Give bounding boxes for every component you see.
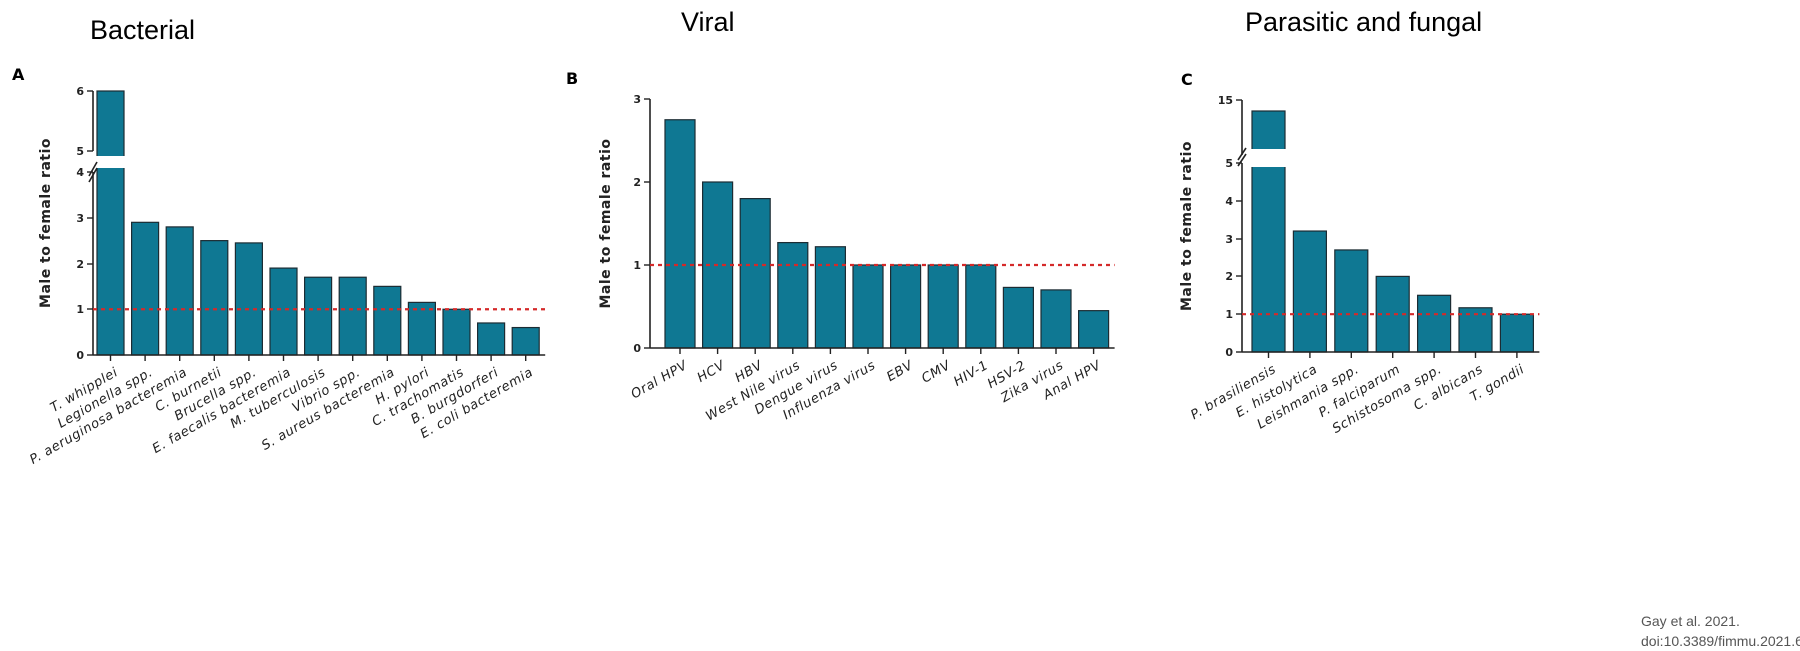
heading-viral: Viral	[681, 7, 735, 37]
panel-a-y-tick-label: 0	[76, 349, 84, 362]
panel-b-bar	[814, 246, 847, 349]
panel-b-y-tick-label: 3	[633, 93, 641, 106]
panel-c-axis-break-mark	[1237, 147, 1247, 161]
panel-a-axis-break-mark	[88, 161, 98, 177]
panel-a-y-tick-label: 5	[76, 145, 84, 158]
heading-parasitic-fungal: Parasitic and fungal	[1245, 7, 1483, 37]
panel-b-bar	[965, 264, 997, 349]
panel-b-bar	[852, 264, 884, 349]
panel-c-y-tick-label: 5	[1225, 157, 1233, 170]
panel-a-bar	[165, 226, 194, 356]
panel-b-bar	[1002, 286, 1035, 349]
panel-a-y-tick-label: 2	[76, 258, 84, 271]
panel-a-bar	[304, 276, 333, 356]
panel-a-bar	[200, 240, 229, 356]
panel-c-bar	[1251, 110, 1286, 353]
panel-a-bar	[234, 242, 263, 356]
panel-c-axis-break-mark	[1237, 153, 1247, 167]
citation-doi: doi:10.3389/fimmu.2021.698121	[1641, 633, 1800, 649]
panel-a-bar	[373, 285, 402, 356]
panel-b-bar	[889, 264, 922, 349]
panel-c-y-tick-label: 0	[1225, 346, 1233, 359]
panel-b-y-tick-label: 0	[633, 342, 641, 355]
panel-a-bar	[477, 322, 506, 356]
panel-b-category-label: HCV	[695, 358, 729, 386]
panel-b-y-tick-label: 2	[633, 176, 641, 189]
panel-b-category-label: Oral HPV	[629, 358, 691, 403]
panel-c-y-axis-label: Male to female ratio	[1179, 141, 1195, 311]
panel-a-axis-break-mark	[88, 167, 98, 183]
panel-c-y-tick-label: 3	[1225, 233, 1233, 246]
panel-c-y-tick-label: 1	[1225, 308, 1233, 321]
panel-a-bar-break-gap	[95, 156, 126, 168]
citation-reference: Gay et al. 2021.	[1641, 613, 1740, 629]
panel-b-y-tick-label: 1	[633, 259, 641, 272]
panel-a-bar	[96, 90, 125, 356]
panel-c-bar	[1499, 313, 1535, 353]
panel-a-y-tick-label: 1	[76, 303, 84, 316]
panel-a-letter: A	[12, 65, 25, 84]
panel-c-bar	[1292, 230, 1328, 353]
panel-c-y-tick-label: 2	[1225, 270, 1233, 283]
panel-c-bar	[1334, 249, 1369, 353]
panel-a-bar	[131, 221, 160, 356]
panel-a-y-axis-label: Male to female ratio	[38, 138, 54, 308]
panel-a-bar	[407, 301, 436, 356]
panel-a-bar	[338, 276, 367, 356]
panel-c-y-tick-label: 4	[1225, 195, 1233, 208]
panel-a-y-tick-label: 4	[76, 166, 84, 179]
panel-b-y-axis-label: Male to female ratio	[598, 139, 614, 309]
panel-b-bar	[1077, 310, 1110, 349]
panel-c-y-tick-label: 15	[1218, 94, 1233, 107]
panel-c-bar-break-gap	[1250, 149, 1287, 167]
panel-a-y-tick-label: 6	[76, 85, 84, 98]
panel-b-bar	[1040, 289, 1072, 349]
citation: Gay et al. 2021. doi:10.3389/fimmu.2021.…	[1641, 611, 1800, 651]
panel-a-bar	[511, 326, 540, 356]
panel-a-bar	[269, 267, 298, 356]
panel-b-bar	[927, 264, 959, 349]
panel-b-bar	[739, 198, 771, 349]
panel-c-bar	[1416, 294, 1452, 353]
panel-c-letter: C	[1181, 70, 1193, 89]
panel-b-bar	[664, 119, 696, 349]
panel-a-bar	[442, 308, 471, 356]
heading-bacterial: Bacterial	[90, 15, 196, 45]
panel-b-letter: B	[566, 69, 578, 88]
panel-b-category-label: HIV-1	[951, 358, 991, 390]
panel-b-category-label: EBV	[884, 358, 916, 385]
panel-b-bar	[777, 241, 809, 349]
panel-b-category-label: CMV	[919, 358, 954, 387]
panel-a-y-tick-label: 3	[76, 212, 84, 225]
